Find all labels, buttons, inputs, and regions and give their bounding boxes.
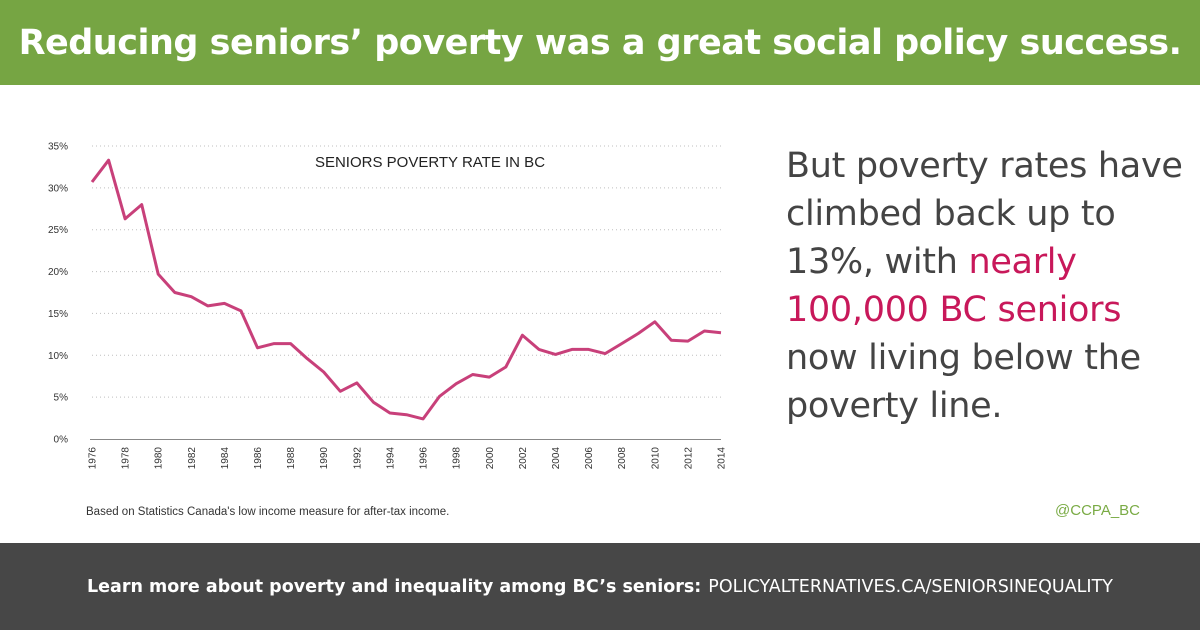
chart-title: SENIORS POVERTY RATE IN BC [315, 154, 545, 171]
x-tick-label: 1982 [187, 447, 198, 470]
x-tick-label: 2014 [717, 447, 728, 470]
x-tick-label: 1996 [419, 447, 430, 470]
y-tick-label: 0% [54, 435, 69, 446]
x-tick-label: 1998 [452, 447, 463, 470]
message-part-2: now living below the poverty line. [786, 338, 1141, 426]
x-tick-label: 2006 [584, 447, 595, 470]
x-tick-label: 2008 [617, 447, 628, 470]
poverty-rate-chart: 0%5%10%15%20%25%30%35% 1976 1978 1980 1982 1… [48, 142, 728, 470]
x-tick-label: 1990 [319, 447, 330, 470]
y-axis-ticks: 0% 5% 10% 15% 20% 25% 30% 35% [48, 142, 68, 446]
y-tick-label: 35% [48, 142, 68, 153]
y-tick-label: 15% [48, 309, 68, 320]
key-message: But poverty rates have climbed back up t… [786, 142, 1186, 430]
header-banner: Reducing seniors’ poverty was a great so… [0, 0, 1200, 85]
chart-grid [92, 145, 721, 398]
source-note: Based on Statistics Canada's low income … [86, 506, 450, 518]
twitter-handle[interactable]: @CCPA_BC [1055, 502, 1140, 519]
y-tick-label: 20% [48, 267, 68, 278]
x-axis-ticks: 1976 1978 1980 1982 1984 1986 1988 1990 1992 1994… [88, 447, 728, 470]
x-tick-label: 2000 [485, 447, 496, 470]
y-tick-label: 10% [48, 351, 68, 362]
x-tick-label: 1988 [286, 447, 297, 470]
message-highlight: nearly 100,000 BC seniors [786, 242, 1122, 330]
x-tick-label: 2002 [518, 447, 529, 470]
x-tick-label: 2012 [683, 447, 694, 470]
message-part-1: But poverty rates have climbed back up t… [786, 146, 1183, 282]
x-tick-label: 1986 [253, 447, 264, 470]
footer-lead-text: Learn more about poverty and inequality … [87, 576, 702, 597]
headline: Reducing seniors’ poverty was a great so… [18, 22, 1182, 63]
footer-banner: Learn more about poverty and inequality … [0, 543, 1200, 630]
y-tick-label: 30% [48, 183, 68, 194]
x-tick-label: 1976 [88, 447, 99, 470]
footer-url-link[interactable]: POLICYALTERNATIVES.CA/SENIORSINEQUALITY [708, 576, 1113, 597]
x-tick-label: 1994 [385, 447, 396, 470]
series-line-poverty-rate [90, 158, 722, 421]
x-tick-label: 1978 [121, 447, 132, 470]
x-tick-label: 2010 [650, 447, 661, 470]
x-tick-label: 1980 [154, 447, 165, 470]
x-tick-label: 1984 [220, 447, 231, 470]
x-tick-label: 2004 [551, 447, 562, 470]
y-tick-label: 5% [54, 393, 69, 404]
x-tick-label: 1992 [352, 447, 363, 470]
y-tick-label: 25% [48, 225, 68, 236]
